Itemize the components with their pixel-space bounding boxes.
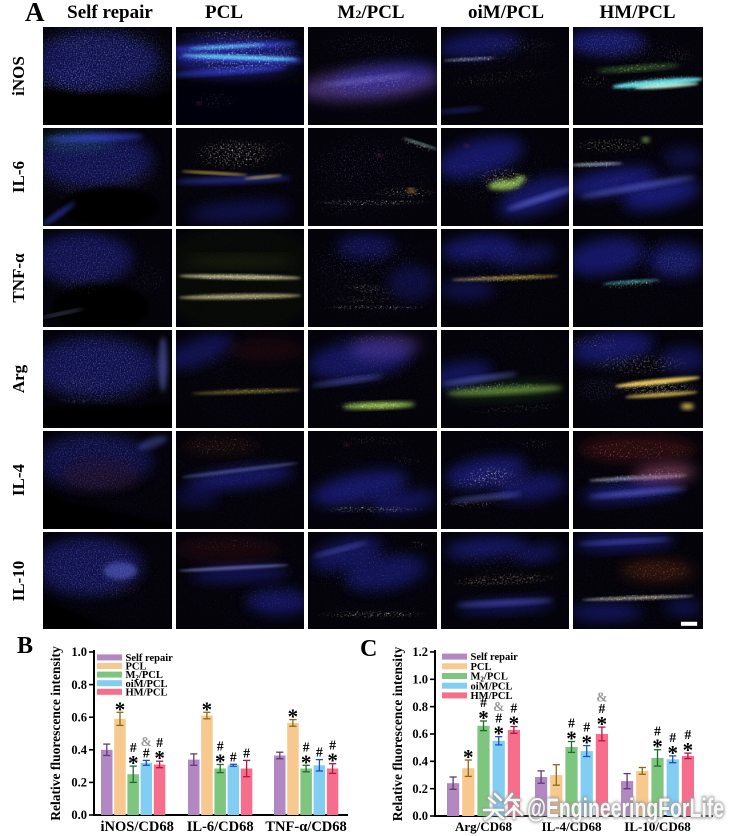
svg-text:#: # xyxy=(568,716,575,731)
svg-text:PCL: PCL xyxy=(471,662,492,673)
svg-text:#: # xyxy=(654,724,661,739)
svg-text:PCL: PCL xyxy=(126,662,147,673)
svg-text:1.0: 1.0 xyxy=(71,645,87,659)
svg-text:#: # xyxy=(130,740,137,755)
svg-text:C: C xyxy=(360,636,377,662)
svg-text:*: * xyxy=(154,746,165,770)
svg-text:oiM/PCL: oiM/PCL xyxy=(126,679,168,690)
svg-text:0.8: 0.8 xyxy=(71,678,87,692)
svg-text:*: * xyxy=(597,712,608,736)
svg-text:HM/PCL: HM/PCL xyxy=(471,691,513,702)
svg-text:1.0: 1.0 xyxy=(412,673,428,687)
svg-text:M2/PCL: M2/PCL xyxy=(471,672,508,684)
svg-text:#: # xyxy=(669,730,676,745)
svg-text:Self repair: Self repair xyxy=(126,653,174,664)
svg-text:*: * xyxy=(128,751,139,775)
svg-text:#: # xyxy=(217,739,224,754)
svg-text:*: * xyxy=(667,741,678,765)
svg-text:0.2: 0.2 xyxy=(71,776,87,790)
svg-text:#: # xyxy=(230,749,237,764)
svg-text:*: * xyxy=(202,697,213,721)
svg-text:#: # xyxy=(143,745,150,760)
svg-text:*: * xyxy=(509,712,520,736)
svg-text:Relative fluorescence intensit: Relative fluorescence intensity xyxy=(48,646,63,821)
svg-text:#: # xyxy=(583,720,590,735)
svg-text:#: # xyxy=(599,701,606,716)
svg-text:*: * xyxy=(652,735,663,759)
svg-text:Relative fluorescence intensit: Relative fluorescence intensity xyxy=(390,647,405,822)
svg-text:*: * xyxy=(478,706,489,730)
svg-text:*: * xyxy=(463,745,474,769)
svg-text:TNF-α/CD68: TNF-α/CD68 xyxy=(265,819,346,835)
svg-text:*: * xyxy=(327,749,338,773)
svg-text:IL-4/CD68: IL-4/CD68 xyxy=(542,819,602,834)
svg-text:IL-10/CD68: IL-10/CD68 xyxy=(624,819,691,834)
svg-text:B: B xyxy=(17,633,33,659)
svg-text:*: * xyxy=(493,722,504,746)
svg-text:*: * xyxy=(581,731,592,755)
svg-text:@EngineeringForLife: @EngineeringForLife xyxy=(527,793,724,823)
svg-text:0.4: 0.4 xyxy=(412,755,428,769)
svg-text:0.0: 0.0 xyxy=(71,808,87,822)
svg-text:&: & xyxy=(493,699,504,714)
svg-text:#: # xyxy=(316,745,323,760)
svg-text:oiM/PCL: oiM/PCL xyxy=(471,681,513,692)
svg-text:Self repair: Self repair xyxy=(471,652,519,663)
svg-text:@EngineeringForLife: @EngineeringForLife xyxy=(527,793,724,823)
svg-text:*: * xyxy=(288,705,299,729)
svg-text:*: * xyxy=(301,750,312,774)
svg-text:#: # xyxy=(480,695,487,710)
svg-text:#: # xyxy=(156,735,163,750)
svg-text:0.4: 0.4 xyxy=(71,743,87,757)
svg-text:#: # xyxy=(329,738,336,753)
svg-text:IL-6/CD68: IL-6/CD68 xyxy=(187,819,254,835)
svg-text:HM/PCL: HM/PCL xyxy=(126,687,168,698)
svg-text:#: # xyxy=(303,739,310,754)
svg-text:*: * xyxy=(115,697,126,721)
svg-text:iNOS/CD68: iNOS/CD68 xyxy=(101,819,174,835)
svg-text:#: # xyxy=(511,701,518,716)
svg-text:0.2: 0.2 xyxy=(412,782,428,796)
svg-text:0.6: 0.6 xyxy=(412,727,428,741)
svg-text:0.8: 0.8 xyxy=(412,700,428,714)
svg-text:&: & xyxy=(596,690,607,705)
svg-text:1.2: 1.2 xyxy=(412,645,428,659)
svg-text:&: & xyxy=(141,734,152,749)
svg-text:*: * xyxy=(683,738,694,762)
svg-text:*: * xyxy=(215,750,226,774)
svg-text:*: * xyxy=(566,727,577,751)
svg-text:#: # xyxy=(495,711,502,726)
svg-text:M2/PCL: M2/PCL xyxy=(126,670,163,682)
svg-text:#: # xyxy=(243,745,250,760)
svg-text:0.0: 0.0 xyxy=(412,809,428,823)
svg-text:0.6: 0.6 xyxy=(71,710,87,724)
svg-text:Arg/CD68: Arg/CD68 xyxy=(455,819,513,834)
svg-text:#: # xyxy=(685,727,692,742)
